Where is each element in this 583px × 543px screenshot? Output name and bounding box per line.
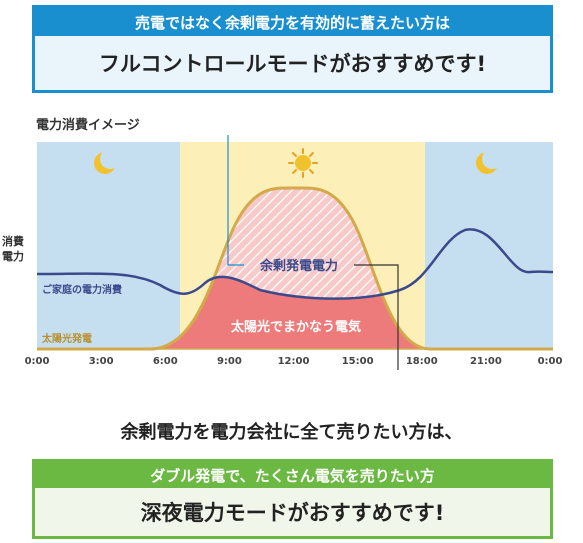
time-tick-label: 3:00 bbox=[89, 356, 114, 367]
full-control-banner-header: 売電ではなく余剰電力を有効的に蓄えたい方は bbox=[35, 8, 550, 36]
full-control-banner-message: フルコントロールモードがおすすめです! bbox=[35, 36, 550, 90]
surplus-power-label: 余剰発電電力 bbox=[259, 258, 338, 274]
time-tick-label: 6:00 bbox=[153, 356, 178, 367]
household-consumption-label: ご家庭の電力消費 bbox=[42, 283, 122, 296]
time-tick-label: 9:00 bbox=[217, 356, 242, 367]
solar-covered-label: 太陽光でまかなう電気 bbox=[230, 319, 361, 335]
household-consumption-curve bbox=[36, 228, 554, 300]
time-tick-label: 0:00 bbox=[538, 356, 563, 367]
top-banner-leader-line bbox=[227, 135, 244, 266]
solar-generation-label: 太陽光発電 bbox=[41, 332, 92, 345]
night-band-left bbox=[37, 142, 180, 349]
midnight-mode-banner-header: ダブル発電で、たくさん電気を売りたい方 bbox=[35, 462, 550, 488]
y-axis-label-line2: 電力 bbox=[2, 250, 24, 263]
time-tick-label: 12:00 bbox=[278, 356, 310, 367]
sun-icon bbox=[288, 148, 318, 178]
time-tick-label: 15:00 bbox=[342, 356, 374, 367]
midnight-mode-banner-message: 深夜電力モードがおすすめです! bbox=[35, 488, 550, 536]
moon-icon bbox=[94, 149, 120, 174]
time-axis-ticks: 0:00 3:00 6:00 9:00 12:00 15:00 18:00 21:00 0:00 bbox=[25, 356, 563, 367]
time-tick-label: 21:00 bbox=[470, 356, 502, 367]
sell-leader-line bbox=[354, 264, 399, 370]
sell-all-surplus-text: 余剰電力を電力会社に全て売りたい方は、 bbox=[120, 422, 463, 443]
moon-icon bbox=[476, 149, 502, 174]
power-consumption-diagram: 余剰発電電力 ご家庭の電力消費 太陽光発電 太陽光でまかなう電気 0:00 3:0… bbox=[25, 135, 563, 370]
time-tick-label: 18:00 bbox=[406, 356, 438, 367]
surplus-power-area bbox=[150, 187, 430, 299]
time-tick-label: 0:00 bbox=[25, 356, 50, 367]
midnight-mode-banner: ダブル発電で、たくさん電気を売りたい方 深夜電力モードがおすすめです! bbox=[32, 459, 553, 539]
y-axis-label-line1: 消費 bbox=[2, 235, 24, 248]
full-control-banner: 売電ではなく余剰電力を有効的に蓄えたい方は フルコントロールモードがおすすめです… bbox=[32, 5, 553, 93]
graph-title: 電力消費イメージ bbox=[36, 118, 140, 133]
